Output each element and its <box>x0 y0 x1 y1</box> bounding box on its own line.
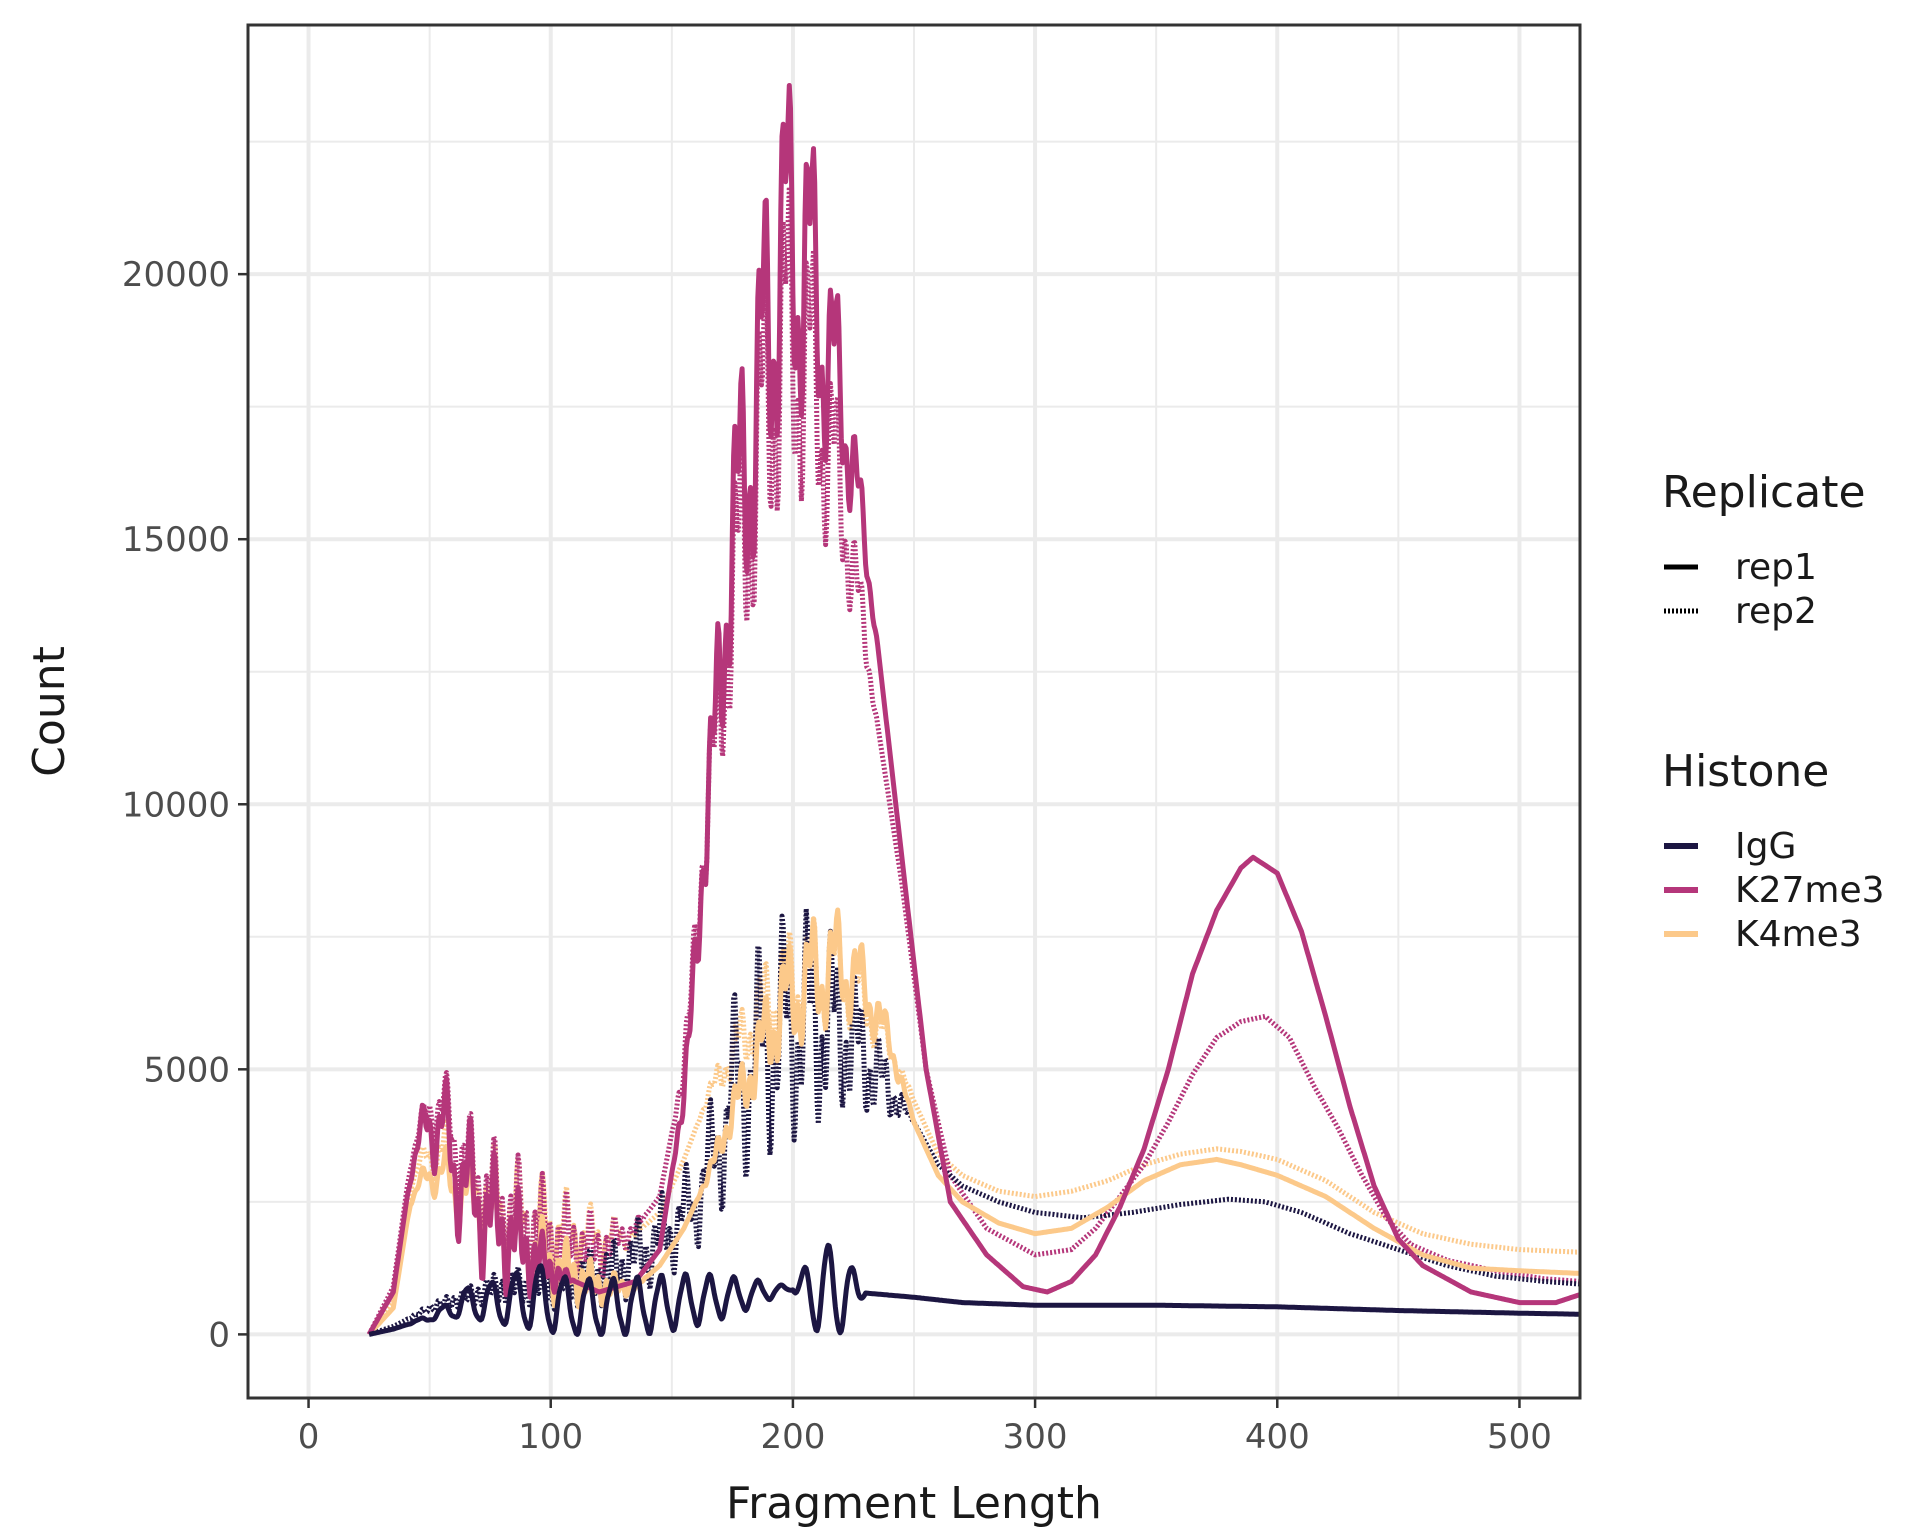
y-tick-label-0: 0 <box>208 1315 230 1355</box>
series-line-igg-rep1 <box>367 1242 1582 1337</box>
legend-replicate: Replicate rep1 rep2 <box>1662 467 1866 632</box>
y-tick-label-2: 10000 <box>122 785 230 825</box>
x-axis-title: Fragment Length <box>726 1478 1102 1529</box>
legend-label-igg: IgG <box>1735 826 1796 867</box>
y-tick-label-4: 20000 <box>122 255 230 295</box>
x-tick-label-3: 300 <box>1003 1417 1068 1457</box>
panel-border <box>246 23 1582 1400</box>
legend-label-rep1: rep1 <box>1735 547 1817 588</box>
x-tick-label-4: 400 <box>1245 1417 1310 1457</box>
x-tick-label-1: 100 <box>518 1417 583 1457</box>
legend-label-rep2: rep2 <box>1735 591 1817 632</box>
y-tick-label-1: 5000 <box>143 1050 230 1090</box>
legend-replicate-title: Replicate <box>1662 467 1866 518</box>
x-tick-label-0: 0 <box>298 1417 320 1457</box>
x-tick-label-2: 200 <box>760 1417 825 1457</box>
series-line-k27me3-rep1 <box>366 83 1582 1336</box>
x-tick-label-5: 500 <box>1487 1417 1552 1457</box>
legend-histone: Histone IgG K27me3 K4me3 <box>1662 746 1885 955</box>
legend-label-k27me3: K27me3 <box>1735 870 1885 911</box>
grid <box>248 25 1580 1398</box>
legend-histone-title: Histone <box>1662 746 1829 797</box>
y-tick-label-3: 15000 <box>122 520 230 560</box>
plot-area <box>366 83 1582 1337</box>
y-axis-title: Count <box>24 646 75 777</box>
legend-label-k4me3: K4me3 <box>1735 914 1862 955</box>
